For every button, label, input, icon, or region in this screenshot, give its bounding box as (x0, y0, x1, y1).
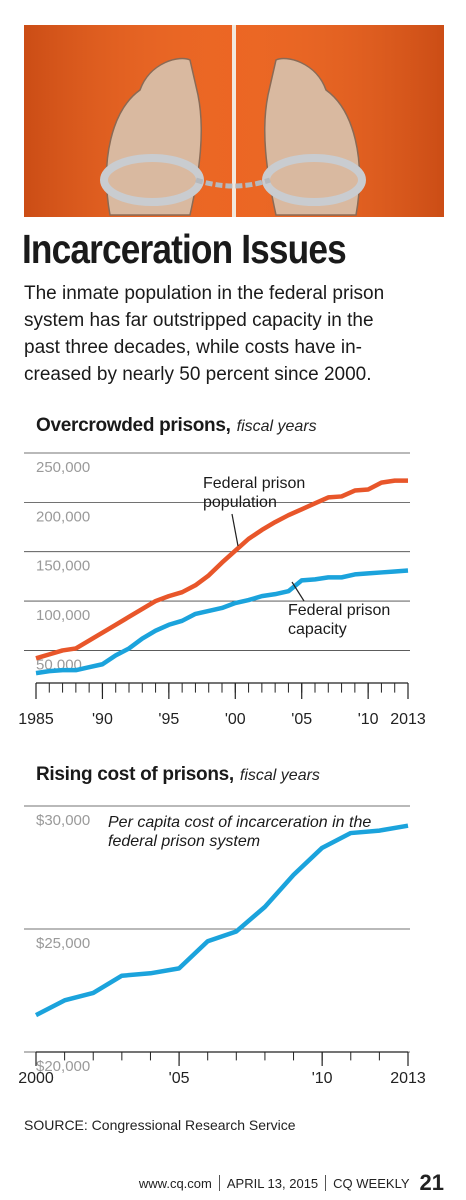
x-tick-label: '10 (312, 1070, 333, 1087)
series-line (34, 823, 409, 1018)
footer: www.cq.com APRIL 13, 2015 CQ WEEKLY 21 (139, 1170, 444, 1196)
series-label: Per capita cost of incarceration in the … (108, 814, 372, 850)
right-hand (263, 57, 361, 216)
chart: $20,000 $25,000 $30,000 2000 '05 '10 2013 (18, 805, 426, 1087)
y-tick-label: 100,000 (36, 607, 90, 624)
x-tick-label: '00 (225, 711, 246, 728)
x-tick-label: '05 (291, 711, 312, 728)
intro-line: creased by nearly 50 percent since 2000. (24, 364, 372, 385)
x-tick-label: 1985 (18, 711, 54, 728)
leader-line (231, 513, 239, 547)
y-tick-label: 150,000 (36, 558, 90, 575)
publication: CQ WEEKLY (333, 1175, 410, 1191)
date: APRIL 13, 2015 (226, 1175, 319, 1191)
chart-subtitle: fiscal years (236, 418, 317, 435)
leader-line (291, 581, 305, 602)
chart-title: Overcrowded prisons, (36, 415, 231, 436)
x-tick-label: '95 (158, 711, 179, 728)
y-tick-label: 250,000 (36, 459, 90, 476)
left-hand (105, 57, 203, 216)
x-tick-label: '90 (92, 711, 113, 728)
chart-heading: Overcrowded prisons, fiscal years (36, 415, 317, 437)
y-tick-label: $25,000 (36, 935, 90, 952)
intro: The inmate population in the federal pri… (24, 280, 384, 388)
x-tick-label: 2013 (390, 711, 426, 728)
site: www.cq.com (138, 1175, 212, 1191)
series-line (35, 568, 409, 676)
x-tick-label: 2013 (390, 1070, 426, 1087)
chart: 50,000100,000150,000200,000250,0001985'9… (18, 452, 426, 728)
source: SOURCE: Congressional Research Service (24, 1117, 296, 1133)
series-label: Federal prison capacity (288, 602, 391, 638)
intro-line: The inmate population in the federal pri… (24, 283, 385, 304)
x-tick-label: '10 (358, 711, 379, 728)
intro-line: past three decades, while costs have in- (24, 337, 362, 358)
page-number: 21 (419, 1170, 444, 1195)
chart-subtitle: fiscal years (239, 767, 320, 784)
photo (24, 25, 444, 217)
chart-heading: Rising cost of prisons, fiscal years (36, 764, 320, 786)
headline: Incarceration Issues (22, 226, 347, 272)
series-line (35, 478, 408, 661)
y-tick-label: $30,000 (36, 812, 90, 829)
x-tick-label: '05 (169, 1070, 190, 1087)
chart-title: Rising cost of prisons, (36, 764, 234, 785)
series-label: Federal prison population (203, 475, 306, 511)
y-tick-label: $20,000 (36, 1058, 90, 1075)
y-tick-label: 200,000 (36, 508, 90, 525)
x-tick-label: 2000 (18, 1070, 54, 1087)
intro-line: system has far outstripped capacity in t… (24, 310, 374, 331)
